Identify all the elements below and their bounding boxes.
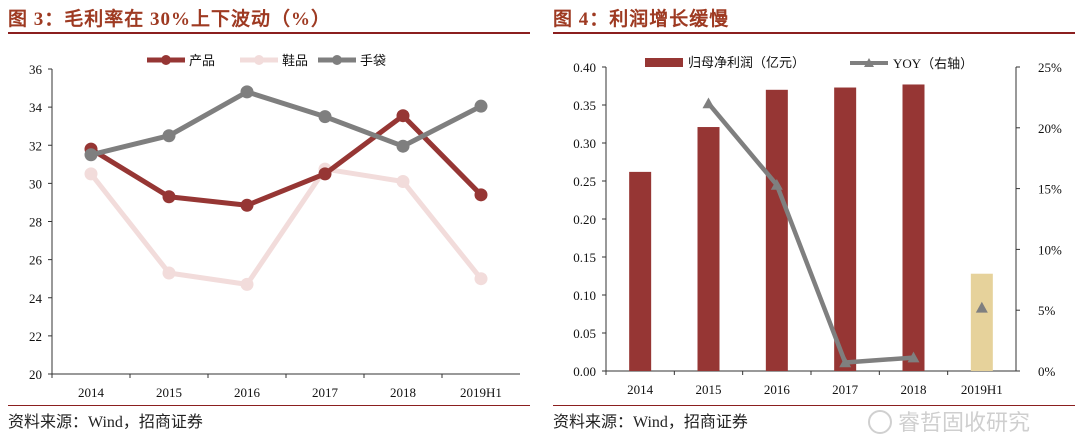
left-y-tick-label: 20 bbox=[29, 367, 42, 382]
right-y-tick-label: 0.00 bbox=[573, 364, 596, 379]
series-line-产品 bbox=[89, 113, 483, 208]
data-point-手袋 bbox=[318, 110, 332, 124]
legend-marker-手袋 bbox=[332, 55, 342, 65]
bar-2015 bbox=[697, 127, 720, 371]
right-y-tick-label: 0.35 bbox=[573, 98, 596, 113]
right-y2-tick-label: 15% bbox=[1038, 182, 1062, 197]
legend-label-bar: 归母净利润（亿元） bbox=[688, 55, 805, 70]
legend-label-yoy: YOY（右轴） bbox=[893, 56, 973, 71]
yoy-marker-2016 bbox=[770, 178, 783, 190]
data-point-鞋品 bbox=[240, 277, 254, 291]
left-chart-title: 图 3：毛利率在 30%上下波动（%） bbox=[8, 9, 332, 30]
left-y-tick-label: 36 bbox=[29, 62, 43, 77]
right-y2-tick-label: 5% bbox=[1038, 303, 1056, 318]
right-x-tick-label: 2019H1 bbox=[961, 382, 1003, 397]
data-point-产品 bbox=[318, 167, 332, 181]
left-title-rule bbox=[8, 32, 530, 34]
bar-2017 bbox=[834, 87, 857, 372]
data-point-产品 bbox=[396, 109, 410, 123]
right-x-tick-label: 2018 bbox=[901, 382, 927, 397]
data-point-产品 bbox=[474, 188, 488, 202]
series-line-手袋 bbox=[90, 89, 483, 158]
right-title-rule bbox=[553, 32, 1075, 34]
data-point-鞋品 bbox=[396, 174, 410, 188]
right-x-tick-label: 2014 bbox=[627, 382, 654, 397]
left-y-tick-label: 34 bbox=[29, 100, 43, 115]
data-point-产品 bbox=[240, 198, 254, 212]
right-y2-tick-label: 0% bbox=[1038, 364, 1056, 379]
legend-label: 鞋品 bbox=[282, 53, 308, 68]
bar-2014 bbox=[629, 171, 652, 371]
watermark-text: 睿哲固收研究 bbox=[898, 411, 1030, 436]
legend-marker-鞋品 bbox=[254, 55, 264, 65]
right-chart-title: 图 4：利润增长缓慢 bbox=[553, 9, 730, 30]
yoy-marker-2015 bbox=[702, 97, 715, 109]
legend-swatch-bar bbox=[645, 58, 683, 67]
left-x-tick-label: 2018 bbox=[390, 385, 416, 400]
right-source: 资料来源：Wind，招商证券 bbox=[553, 414, 748, 431]
left-source: 资料来源：Wind，招商证券 bbox=[8, 414, 203, 431]
data-point-手袋 bbox=[240, 85, 254, 99]
right-y-tick-label: 0.30 bbox=[573, 136, 596, 151]
data-point-鞋品 bbox=[162, 266, 176, 280]
right-x-tick-label: 2017 bbox=[832, 382, 859, 397]
data-point-手袋 bbox=[162, 129, 176, 143]
left-x-tick-label: 2014 bbox=[78, 385, 105, 400]
left-x-tick-label: 2019H1 bbox=[460, 385, 502, 400]
legend-marker-yoy bbox=[864, 58, 874, 67]
data-point-产品 bbox=[162, 190, 176, 204]
left-x-tick-label: 2016 bbox=[234, 385, 261, 400]
data-point-手袋 bbox=[84, 148, 98, 162]
right-y-tick-label: 0.15 bbox=[573, 250, 596, 265]
data-point-鞋品 bbox=[474, 272, 488, 286]
right-y2-tick-label: 25% bbox=[1038, 60, 1062, 75]
right-source-rule bbox=[553, 405, 1075, 406]
right-y-tick-label: 0.10 bbox=[573, 288, 596, 303]
yoy-marker-2017 bbox=[839, 356, 852, 368]
legend-marker-产品 bbox=[161, 55, 171, 65]
right-y-tick-label: 0.40 bbox=[573, 60, 596, 75]
bar-2016 bbox=[765, 89, 788, 372]
left-y-tick-label: 32 bbox=[29, 138, 42, 153]
left-x-tick-label: 2015 bbox=[156, 385, 182, 400]
right-y-tick-label: 0.05 bbox=[573, 326, 596, 341]
wechat-logo-icon bbox=[868, 410, 892, 434]
yoy-marker-2019H1 bbox=[975, 301, 988, 313]
bar-2019H1 bbox=[970, 273, 993, 371]
data-point-鞋品 bbox=[84, 167, 98, 181]
series-line-鞋品 bbox=[89, 166, 483, 287]
left-y-tick-label: 26 bbox=[29, 253, 43, 268]
data-point-手袋 bbox=[474, 99, 488, 113]
data-point-手袋 bbox=[396, 139, 410, 153]
left-y-tick-label: 22 bbox=[29, 329, 42, 344]
right-y-tick-label: 0.20 bbox=[573, 212, 596, 227]
legend-label: 产品 bbox=[189, 53, 215, 68]
legend-label: 手袋 bbox=[360, 53, 386, 68]
yoy-line bbox=[706, 102, 914, 365]
right-x-tick-label: 2016 bbox=[764, 382, 791, 397]
right-y2-tick-label: 10% bbox=[1038, 242, 1062, 257]
bar-2018 bbox=[902, 84, 925, 371]
left-source-rule bbox=[8, 405, 530, 406]
left-y-tick-label: 30 bbox=[29, 176, 42, 191]
right-y2-tick-label: 20% bbox=[1038, 121, 1062, 136]
left-y-tick-label: 28 bbox=[29, 215, 42, 230]
left-x-tick-label: 2017 bbox=[312, 385, 339, 400]
left-y-tick-label: 24 bbox=[29, 291, 43, 306]
yoy-marker-2018 bbox=[907, 351, 920, 363]
right-x-tick-label: 2015 bbox=[696, 382, 722, 397]
right-y-tick-label: 0.25 bbox=[573, 174, 596, 189]
